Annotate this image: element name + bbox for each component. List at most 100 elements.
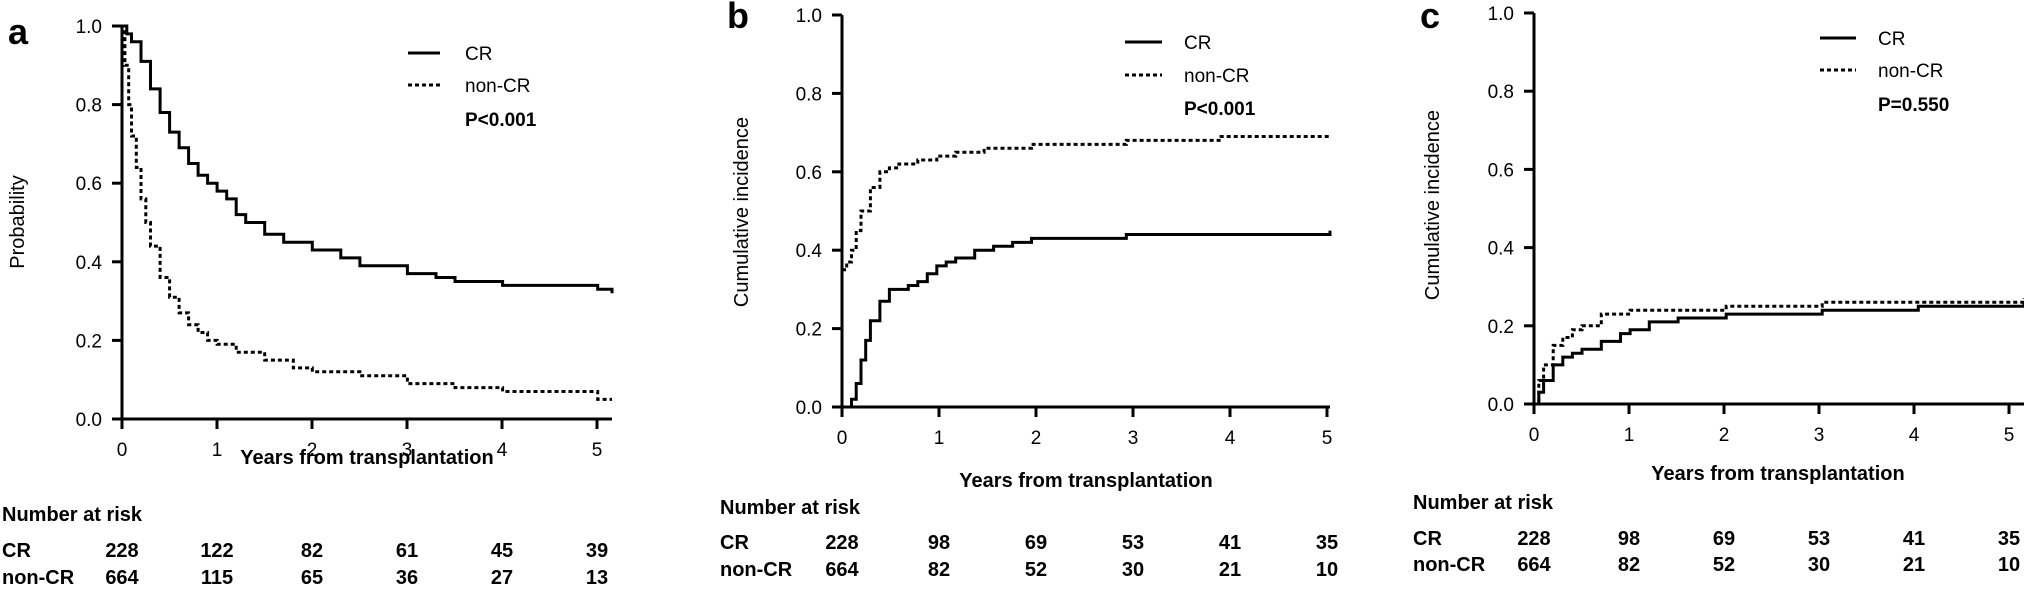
risk-value: 69 [1025,532,1047,554]
risk-table-title: Number at risk [2,504,143,526]
risk-value: 10 [1998,554,2020,576]
y-axis-label: Cumulative incidence [731,117,753,307]
risk-value: 30 [1808,554,1830,576]
x-axis-label: Years from transplantation [959,470,1212,492]
risk-row-label: non-CR [720,559,793,581]
series-line-cr [1534,302,2024,406]
series-line-cr [842,230,1332,409]
risk-value: 65 [301,567,323,589]
legend-label: CR [1184,33,1211,54]
y-axis-label: Cumulative incidence [1422,110,1444,300]
x-tick-label: 2 [307,440,318,461]
y-tick-label: 0.8 [76,96,102,117]
legend-label: CR [465,44,492,65]
x-tick-label: 4 [497,440,508,461]
risk-value: 52 [1025,559,1047,581]
x-tick-label: 0 [1529,425,1540,446]
series-line-cr [122,24,614,294]
y-tick-label: 0.0 [1488,395,1514,416]
x-tick-label: 3 [1814,425,1825,446]
risk-value: 35 [1316,532,1338,554]
legend: CR non-CR [1125,33,1249,87]
risk-value: 10 [1316,559,1338,581]
y-tick-label: 1.0 [796,6,822,27]
risk-row-label: non-CR [1413,554,1486,576]
panel-c: c 0.0 0.2 0.4 0.6 0.8 1.0 0 1 2 3 4 5 Years from tran… [1413,0,2024,576]
risk-row-label: CR [720,532,749,554]
x-tick-label: 2 [1719,425,1730,446]
x-tick-label: 3 [402,440,413,461]
x-axis-label: Years from transplantation [240,447,493,469]
risk-value: 664 [105,567,139,589]
risk-row-label: non-CR [2,567,75,589]
y-tick-label: 0.0 [796,398,822,419]
legend-label: CR [1878,29,1905,50]
y-tick-label: 1.0 [76,17,102,38]
x-tick-label: 5 [592,440,603,461]
risk-row-label: CR [2,540,31,562]
risk-value: 82 [1618,554,1640,576]
risk-value: 228 [825,532,858,554]
panel-label: a [8,11,29,52]
risk-value: 82 [928,559,950,581]
risk-table: Number at risk CR 228 98 69 53 41 35 non-CR 664 82… [1413,492,2020,576]
risk-value: 36 [396,567,418,589]
y-tick-label: 0.0 [76,410,102,431]
risk-value: 53 [1808,528,1830,550]
risk-value: 27 [491,567,513,589]
series-line-non-cr [842,135,1330,272]
y-tick-label: 0.4 [76,253,103,274]
risk-value: 53 [1122,532,1144,554]
risk-value: 41 [1903,528,1925,550]
y-tick-label: 0.2 [1488,317,1514,338]
x-tick-label: 5 [1322,428,1333,449]
y-tick-label: 0.8 [796,84,822,105]
x-tick-label: 2 [1031,428,1042,449]
x-tick-label: 5 [2004,425,2015,446]
risk-value: 13 [586,567,608,589]
x-tick-label: 3 [1128,428,1139,449]
y-tick-label: 0.8 [1488,82,1514,103]
y-tick-label: 1.0 [1488,4,1514,25]
risk-value: 30 [1122,559,1144,581]
risk-value: 52 [1713,554,1735,576]
risk-value: 115 [201,567,233,589]
risk-value: 69 [1713,528,1735,550]
risk-value: 664 [1517,554,1551,576]
x-tick-label: 1 [1624,425,1635,446]
risk-value: 664 [825,559,859,581]
risk-value: 61 [396,540,418,562]
risk-row-label: CR [1413,528,1442,550]
series-line-non-cr [122,24,612,401]
risk-value: 82 [301,540,323,562]
panel-label: c [1420,0,1440,36]
y-tick-label: 0.6 [1488,160,1514,181]
legend: CR non-CR [1820,29,1943,82]
risk-value: 98 [928,532,950,554]
panel-b: b 0.0 0.2 0.4 0.6 0.8 1.0 0 1 2 3 4 5 Years from tran… [720,0,1338,581]
x-tick-label: 0 [117,440,128,461]
y-tick-label: 0.4 [1488,239,1515,260]
risk-value: 21 [1903,554,1925,576]
risk-value: 35 [1998,528,2020,550]
risk-table: Number at risk CR 228 122 82 61 45 39 non-CR 664 1… [2,504,608,589]
risk-value: 39 [586,540,608,562]
x-tick-label: 0 [837,428,848,449]
risk-value: 21 [1219,559,1241,581]
y-tick-label: 0.2 [76,331,102,352]
risk-table: Number at risk CR 228 98 69 53 41 35 non-CR 664 82… [720,497,1338,581]
p-value: P=0.550 [1878,95,1949,116]
risk-value: 228 [105,540,138,562]
legend: CR non-CR [408,44,530,97]
x-tick-label: 4 [1225,428,1236,449]
risk-value: 228 [1517,528,1550,550]
risk-value: 98 [1618,528,1640,550]
risk-table-title: Number at risk [720,497,861,519]
y-tick-label: 0.6 [796,163,822,184]
y-axis-label: Probability [7,175,29,268]
x-tick-label: 1 [934,428,945,449]
y-tick-label: 0.6 [76,174,102,195]
risk-value: 122 [200,540,233,562]
